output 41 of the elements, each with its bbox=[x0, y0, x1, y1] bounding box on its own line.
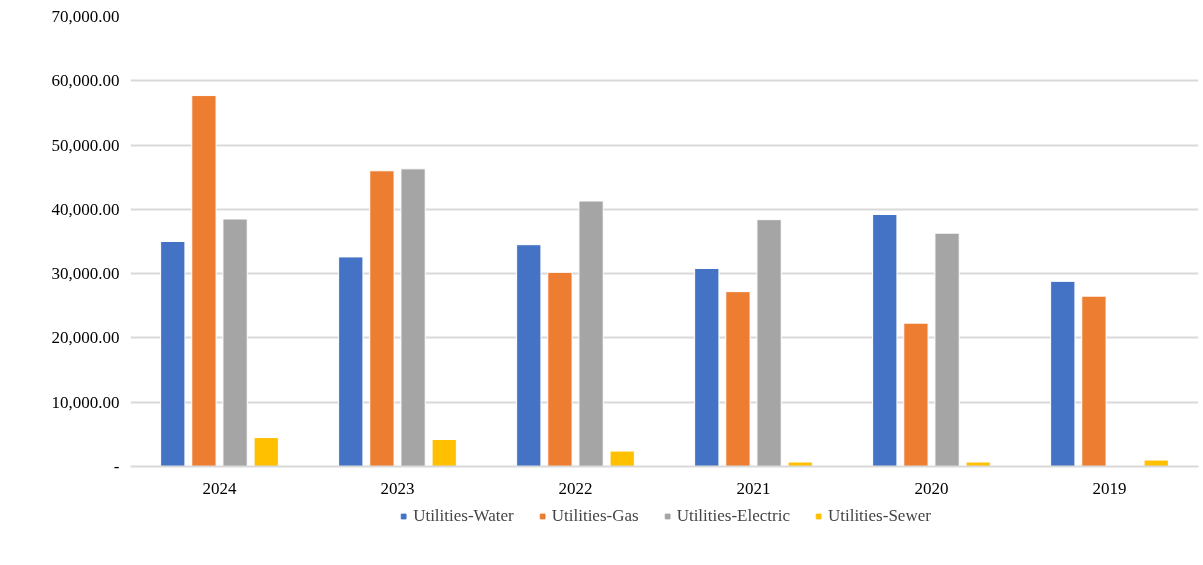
bar bbox=[965, 461, 991, 467]
x-tick-label: 2019 bbox=[1092, 478, 1127, 498]
bar bbox=[400, 168, 426, 467]
legend-label: Utilities-Gas bbox=[551, 506, 639, 526]
bar bbox=[694, 268, 720, 467]
bar bbox=[1143, 459, 1169, 467]
bar bbox=[160, 241, 186, 467]
bar bbox=[431, 439, 457, 467]
y-tick-label: 70,000.00 bbox=[51, 7, 120, 26]
y-tick-label: 20,000.00 bbox=[51, 328, 120, 348]
bar bbox=[547, 271, 573, 467]
bar bbox=[872, 214, 898, 467]
y-tick-label: 50,000.00 bbox=[51, 135, 120, 155]
bar bbox=[369, 170, 395, 467]
y-tick-label: 60,000.00 bbox=[51, 71, 120, 91]
bar bbox=[787, 461, 813, 467]
bar bbox=[1081, 295, 1107, 467]
y-tick-label: 10,000.00 bbox=[51, 392, 120, 412]
y-tick-label: - bbox=[113, 457, 120, 476]
x-tick-label: 2022 bbox=[558, 478, 593, 498]
bar bbox=[516, 244, 542, 467]
bar bbox=[903, 322, 929, 467]
x-tick-label: 2020 bbox=[914, 478, 949, 498]
bar bbox=[725, 291, 751, 467]
legend-label: Utilities-Sewer bbox=[827, 506, 931, 526]
bar bbox=[934, 232, 960, 467]
legend-label: Utilities-Electric bbox=[676, 506, 790, 526]
bar bbox=[609, 450, 635, 467]
bar bbox=[578, 200, 604, 467]
y-tick-label: 30,000.00 bbox=[51, 264, 120, 284]
x-tick-label: 2021 bbox=[736, 478, 771, 498]
x-tick-label: 2024 bbox=[202, 478, 237, 498]
bar bbox=[191, 95, 217, 467]
y-tick-label: 40,000.00 bbox=[51, 199, 120, 219]
bar bbox=[253, 437, 279, 467]
bar bbox=[756, 219, 782, 467]
bar bbox=[1050, 280, 1076, 467]
legend-label: Utilities-Water bbox=[413, 506, 514, 526]
x-tick-label: 2023 bbox=[380, 478, 415, 498]
bar bbox=[338, 256, 364, 467]
bar bbox=[222, 218, 248, 467]
